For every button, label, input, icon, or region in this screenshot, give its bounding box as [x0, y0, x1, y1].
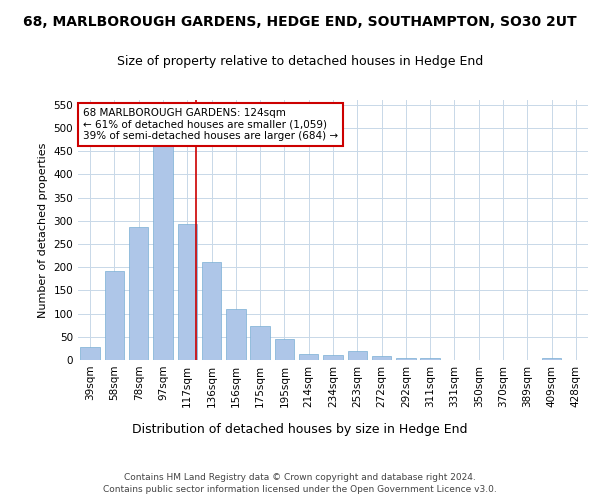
Text: 68, MARLBOROUGH GARDENS, HEDGE END, SOUTHAMPTON, SO30 2UT: 68, MARLBOROUGH GARDENS, HEDGE END, SOUT… — [23, 15, 577, 29]
Bar — [178, 224, 197, 360]
Bar — [80, 347, 100, 360]
Bar — [105, 271, 124, 360]
Text: 68 MARLBOROUGH GARDENS: 124sqm
← 61% of detached houses are smaller (1,059)
39% : 68 MARLBOROUGH GARDENS: 124sqm ← 61% of … — [83, 108, 338, 141]
Bar — [396, 358, 416, 360]
Text: Contains HM Land Registry data © Crown copyright and database right 2024.: Contains HM Land Registry data © Crown c… — [124, 472, 476, 482]
Bar — [250, 326, 270, 360]
Bar — [323, 356, 343, 360]
Y-axis label: Number of detached properties: Number of detached properties — [38, 142, 48, 318]
Bar — [129, 227, 148, 360]
Text: Contains public sector information licensed under the Open Government Licence v3: Contains public sector information licen… — [103, 485, 497, 494]
Text: Distribution of detached houses by size in Hedge End: Distribution of detached houses by size … — [132, 422, 468, 436]
Bar — [347, 350, 367, 360]
Bar — [226, 310, 245, 360]
Bar — [299, 354, 319, 360]
Bar — [275, 338, 294, 360]
Text: Size of property relative to detached houses in Hedge End: Size of property relative to detached ho… — [117, 55, 483, 68]
Bar — [202, 262, 221, 360]
Bar — [542, 358, 561, 360]
Bar — [421, 358, 440, 360]
Bar — [372, 356, 391, 360]
Bar — [153, 146, 173, 360]
